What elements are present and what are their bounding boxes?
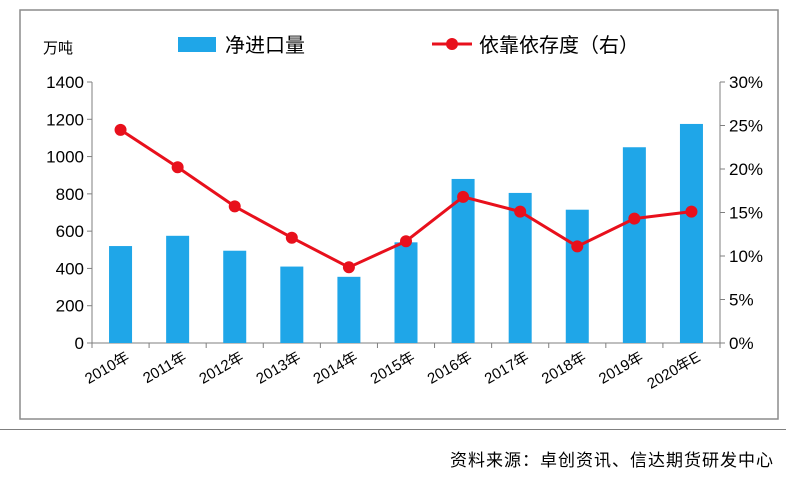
y-tick-label-left: 1200: [46, 110, 84, 129]
x-tick-label: 2016年: [425, 349, 475, 388]
x-tick-label: 2013年: [253, 349, 303, 388]
dependency-point-2011年: [171, 161, 184, 174]
x-tick-label: 2014年: [311, 349, 361, 388]
y-tick-label-right: 20%: [729, 160, 763, 179]
y-tick-label-left: 600: [56, 222, 84, 241]
y-axis-unit-label: 万吨: [43, 39, 73, 57]
x-tick-label: 2020年E: [644, 349, 703, 393]
y-tick-label-left: 400: [56, 259, 84, 278]
dependency-point-2015年: [400, 235, 412, 248]
dependency-point-2010年: [114, 123, 127, 136]
y-tick-label-left: 1000: [46, 148, 84, 167]
x-tick-label: 2015年: [368, 349, 418, 388]
dependency-point-2013年: [285, 231, 298, 244]
y-tick-label-right: 0%: [729, 334, 754, 353]
bar-2013年: [280, 266, 304, 343]
bar-2019年: [622, 147, 646, 343]
y-tick-label-right: 25%: [729, 117, 763, 136]
y-tick-label-right: 15%: [729, 204, 763, 223]
bar-2020年E: [679, 123, 703, 343]
y-tick-label-right: 30%: [729, 73, 763, 92]
bar-2017年: [508, 192, 532, 343]
x-tick-label: 2012年: [196, 349, 246, 388]
x-tick-label: 2019年: [596, 349, 646, 388]
bar-2016年: [451, 178, 475, 343]
bar-2011年: [166, 235, 190, 343]
chart-border: [19, 9, 779, 420]
bar-2018年: [565, 209, 589, 343]
dependency-point-2020年E: [685, 205, 698, 218]
x-tick-label: 2017年: [482, 349, 532, 388]
bar-2012年: [223, 250, 247, 343]
y-tick-label-left: 800: [56, 185, 84, 204]
source-divider: [0, 429, 786, 430]
dependency-point-2018年: [571, 240, 584, 253]
bar-2015年: [394, 242, 418, 343]
y-tick-label-right: 10%: [729, 247, 763, 266]
legend-line-marker: [446, 38, 458, 50]
dependency-point-2019年: [628, 212, 641, 225]
x-tick-label: 2010年: [82, 349, 132, 388]
legend-bar-label: 净进口量: [225, 33, 305, 57]
dependency-point-2012年: [228, 200, 241, 213]
dependency-point-2014年: [342, 261, 355, 274]
bar-2014年: [337, 276, 361, 343]
bar-2010年: [109, 246, 133, 343]
y-tick-label-left: 1400: [46, 73, 84, 92]
x-tick-label: 2011年: [140, 349, 189, 387]
legend-bar-swatch: [178, 37, 216, 52]
chart-frame: 0 200 400 600 800 1000 1200 1400 万吨 0% 5% 10% 15% 20%…: [19, 9, 779, 420]
legend-line-label: 依靠依存度（右）: [479, 33, 639, 57]
x-tick-label: 2018年: [539, 349, 589, 388]
source-note: 资料来源：卓创资讯、信达期货研发中心: [450, 451, 774, 471]
chart: 0 200 400 600 800 1000 1200 1400 万吨 0% 5% 10% 15% 20%…: [19, 9, 779, 420]
y-tick-label-left: 0: [75, 334, 84, 353]
y-tick-label-right: 5%: [729, 291, 754, 310]
y-tick-label-left: 200: [56, 297, 84, 316]
dependency-point-2017年: [514, 205, 527, 218]
dependency-point-2016年: [457, 190, 470, 203]
